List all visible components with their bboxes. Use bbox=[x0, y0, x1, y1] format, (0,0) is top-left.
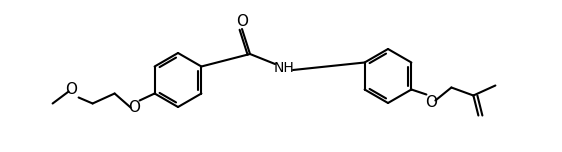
Text: O: O bbox=[66, 82, 78, 97]
Text: O: O bbox=[425, 95, 437, 110]
Text: O: O bbox=[236, 14, 248, 29]
Text: NH: NH bbox=[274, 61, 294, 75]
Text: O: O bbox=[129, 100, 140, 115]
